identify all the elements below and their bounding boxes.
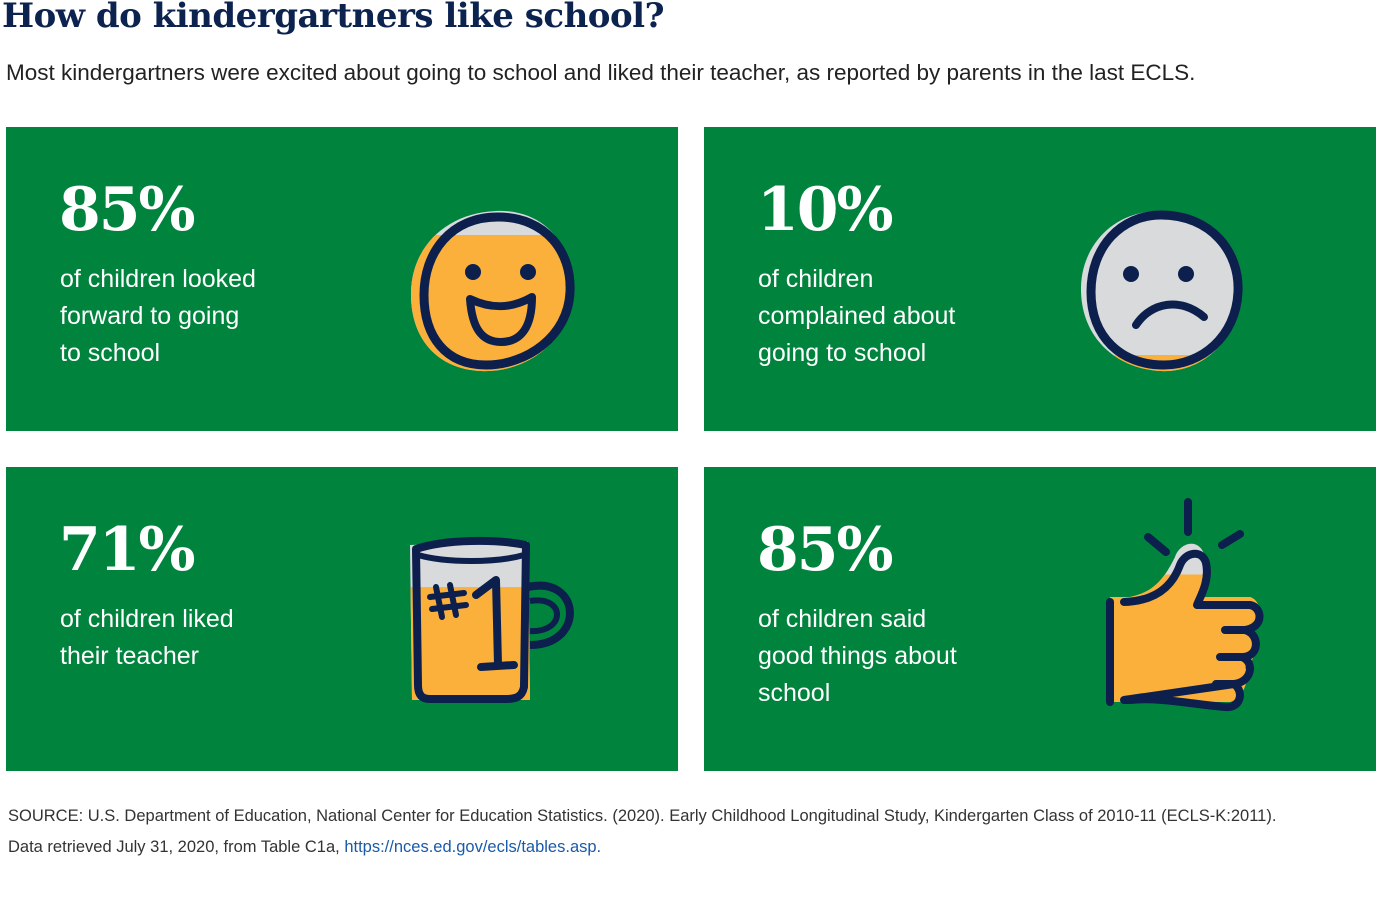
- source-line-1: SOURCE: U.S. Department of Education, Na…: [8, 807, 1277, 825]
- stat-value: 71%: [59, 515, 196, 585]
- stat-panel-good-things: 85% of children said good things about s…: [704, 467, 1376, 771]
- stat-description-line: forward to going: [60, 302, 240, 330]
- thumbs-up-icon: [1106, 498, 1264, 712]
- stat-value: 10%: [757, 175, 894, 245]
- source-link[interactable]: https://nces.ed.gov/ecls/tables.asp.: [344, 838, 602, 856]
- number-one-mug-icon: [410, 536, 574, 703]
- stat-value: 85%: [59, 175, 196, 245]
- stat-description-line: to school: [60, 339, 161, 367]
- stat-description-line: of children looked: [60, 265, 256, 293]
- page-title: How do kindergartners like school?: [2, 0, 665, 36]
- stat-description-line: good things about: [758, 642, 957, 670]
- sad-face-icon: [1080, 210, 1243, 372]
- stat-panel-looked-forward: 85% of children looked forward to going …: [6, 127, 678, 431]
- source-note: SOURCE: U.S. Department of Education, Na…: [8, 801, 1276, 863]
- stat-description-line: their teacher: [60, 642, 199, 670]
- stat-value: 85%: [757, 515, 894, 585]
- smiley-face-icon: [410, 210, 575, 372]
- stat-description-line: complained about: [758, 302, 956, 330]
- stat-description: of children liked their teacher: [60, 601, 320, 675]
- stat-description: of children complained about going to sc…: [758, 261, 1018, 372]
- stat-description: of children looked forward to going to s…: [60, 261, 320, 372]
- stat-description-line: of children said: [758, 605, 927, 633]
- fill-level: [410, 587, 530, 700]
- stat-panel-complained: 10% of children complained about going t…: [704, 127, 1376, 431]
- source-text: Data retrieved July 31, 2020, from Table…: [8, 838, 340, 856]
- stat-description-line: school: [758, 679, 831, 707]
- stat-description: of children said good things about schoo…: [758, 601, 1018, 712]
- stat-panel-liked-teacher: 71% of children liked their teacher: [6, 467, 678, 771]
- stat-description-line: of children: [758, 265, 874, 293]
- stat-description-line: going to school: [758, 339, 927, 367]
- stat-description-line: of children liked: [60, 605, 234, 633]
- page-subtitle: Most kindergartners were excited about g…: [6, 60, 1196, 85]
- source-line-2: Data retrieved July 31, 2020, from Table…: [8, 832, 1276, 863]
